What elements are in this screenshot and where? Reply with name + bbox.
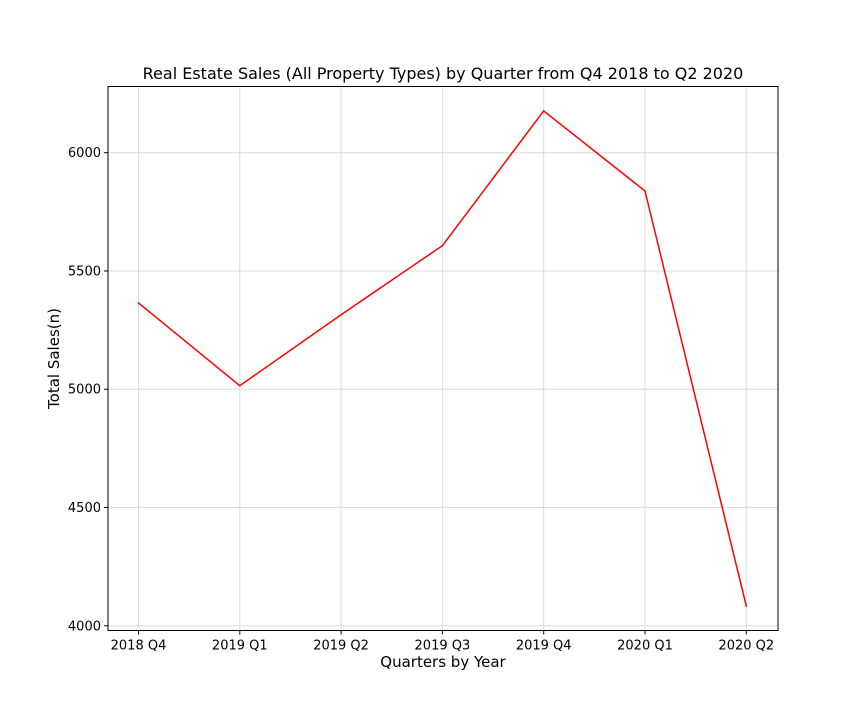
x-tick-label: 2020 Q1 (617, 639, 673, 654)
data-point (137, 302, 140, 304)
data-point (441, 244, 444, 247)
chart-title: Real Estate Sales (All Property Types) b… (143, 64, 744, 83)
grid-lines (108, 86, 778, 631)
x-axis: 2018 Q4 2019 Q1 2019 Q2 2019 Q3 2019 Q4 2020 … (111, 630, 774, 654)
x-tick-label: 2019 Q3 (415, 639, 471, 654)
x-tick-label: 2019 Q4 (516, 639, 572, 654)
y-axis-label: Total Sales(n) (45, 308, 63, 410)
y-tick-label: 4500 (68, 501, 101, 516)
y-tick-label: 4000 (68, 619, 101, 634)
x-tick-label: 2020 Q2 (718, 639, 774, 654)
y-tick-label: 5500 (68, 264, 101, 279)
y-tick-label: 6000 (68, 146, 101, 161)
plot-area-frame (107, 86, 779, 631)
series-lines (137, 109, 748, 607)
data-point (542, 110, 545, 112)
y-axis: 4000 4500 5000 5500 6000 (68, 146, 108, 634)
data-point (745, 605, 748, 607)
x-axis-label: Quarters by Year (380, 653, 506, 671)
x-tick-label: 2018 Q4 (111, 639, 167, 654)
x-tick-label: 2019 Q1 (212, 639, 268, 654)
data-point (239, 384, 241, 387)
y-tick-label: 5000 (68, 383, 101, 398)
data-point (644, 190, 646, 192)
data-point (340, 313, 342, 316)
x-tick-label: 2019 Q2 (313, 639, 369, 654)
